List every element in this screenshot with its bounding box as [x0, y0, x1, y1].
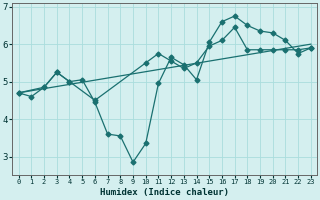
X-axis label: Humidex (Indice chaleur): Humidex (Indice chaleur) — [100, 188, 229, 197]
